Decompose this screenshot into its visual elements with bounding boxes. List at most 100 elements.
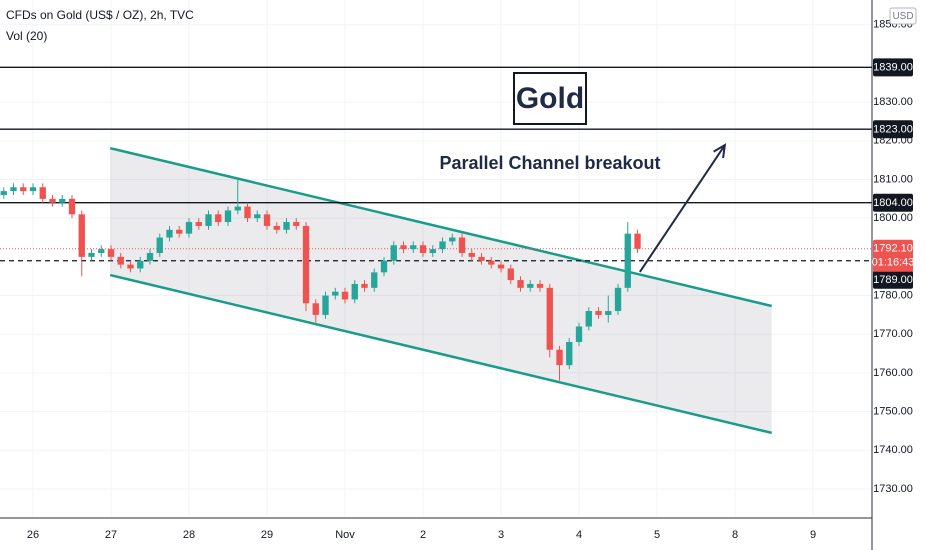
candle-body <box>10 187 17 192</box>
candle-body <box>273 225 280 230</box>
currency-label: USD <box>892 11 913 22</box>
candle-body <box>146 253 154 261</box>
candle-body <box>585 311 592 327</box>
candle-body <box>293 222 300 226</box>
candle-body <box>302 225 310 304</box>
candle-body <box>107 249 115 257</box>
y-tick-label: 1740.00 <box>873 444 913 456</box>
candle-body <box>166 229 173 238</box>
arrow-head <box>713 143 727 159</box>
price-label: 1804.00 <box>873 197 913 209</box>
y-tick-label: 1750.00 <box>873 406 913 418</box>
axes: 1850.001830.001820.001810.001800.001780.… <box>27 19 915 541</box>
candle-body <box>517 280 524 288</box>
arrow-line <box>639 144 726 273</box>
candle-body <box>458 237 466 254</box>
price-label: 1823.00 <box>873 124 913 136</box>
candle-body <box>254 214 261 219</box>
last-price-box <box>873 239 913 272</box>
chart-title: CFDs on Gold (US$ / OZ), 2h, TVC <box>6 8 194 22</box>
x-tick-label: 9 <box>810 529 816 541</box>
x-tick-label: 26 <box>27 529 39 541</box>
candle-body <box>439 241 446 250</box>
candle-body <box>566 341 573 366</box>
candle-body <box>185 222 193 234</box>
candle-body <box>29 187 37 192</box>
price-label-box <box>873 58 913 77</box>
y-tick-label: 1770.00 <box>873 328 913 340</box>
x-tick-label: 4 <box>576 529 582 541</box>
price-label: 1789.00 <box>873 274 913 286</box>
plot-area <box>0 66 872 435</box>
x-tick-label: Nov <box>335 529 355 541</box>
price-label-box <box>873 120 913 139</box>
candle-body <box>215 214 222 223</box>
candle-body <box>361 283 368 288</box>
x-tick-label: 27 <box>105 529 117 541</box>
candle-body <box>0 191 7 195</box>
candle-body <box>312 303 319 315</box>
candle-body <box>380 260 388 273</box>
candle-body <box>507 268 514 281</box>
candle-body <box>536 283 544 288</box>
channel-line <box>109 273 772 435</box>
candle-body <box>634 233 641 249</box>
candle-body <box>546 287 553 350</box>
channel-line <box>109 146 772 308</box>
countdown-label: 01:16:43 <box>872 257 915 269</box>
candle-body <box>68 198 76 215</box>
candle-body <box>341 291 349 300</box>
candle-body <box>351 283 358 300</box>
candle-body <box>419 245 427 254</box>
candle-body <box>478 256 485 261</box>
candle-body <box>205 214 212 226</box>
candle-body <box>20 187 27 192</box>
candle-body <box>322 295 329 315</box>
x-tick-label: 3 <box>498 529 504 541</box>
candle-body <box>410 245 417 250</box>
price-label: 1839.00 <box>873 62 913 74</box>
candle-body <box>614 287 622 312</box>
candle-body <box>98 249 105 254</box>
candle-body <box>371 272 378 288</box>
candle-body <box>224 210 232 223</box>
candle-body <box>39 187 46 199</box>
annotation: Parallel Channel breakout <box>439 153 660 173</box>
candle-body <box>556 349 563 366</box>
x-tick-label: 8 <box>732 529 738 541</box>
grid <box>0 0 872 518</box>
x-tick-label: 5 <box>654 529 660 541</box>
candle-body <box>332 291 339 296</box>
x-tick-label: 2 <box>420 529 426 541</box>
candle-body <box>390 245 397 261</box>
chart-subtitle: Vol (20) <box>6 29 47 43</box>
channel-fill <box>110 148 772 433</box>
candle-body <box>624 233 631 288</box>
candle-body <box>283 222 290 230</box>
candle-body <box>176 229 183 234</box>
y-tick-label: 1810.00 <box>873 173 913 185</box>
candle-body <box>88 253 95 257</box>
candle-body <box>78 214 85 257</box>
candle-body <box>195 222 202 226</box>
y-tick-label: 1780.00 <box>873 289 913 301</box>
candle-body <box>488 260 495 265</box>
price-label-box <box>873 193 913 212</box>
gold-label: Gold <box>516 82 584 115</box>
candle-body <box>527 283 534 288</box>
candle-body <box>117 256 124 265</box>
candle-body <box>263 214 271 226</box>
candle-body <box>137 260 144 269</box>
price-label-box <box>873 270 913 289</box>
candle-body <box>429 249 436 254</box>
candle-body <box>234 206 241 211</box>
y-tick-label: 1800.00 <box>873 212 913 224</box>
candle-body <box>468 253 475 257</box>
gold-badge <box>513 72 587 125</box>
candle-body <box>156 237 163 254</box>
currency-badge <box>889 7 917 25</box>
y-tick-label: 1760.00 <box>873 367 913 379</box>
candle-body <box>59 198 66 203</box>
